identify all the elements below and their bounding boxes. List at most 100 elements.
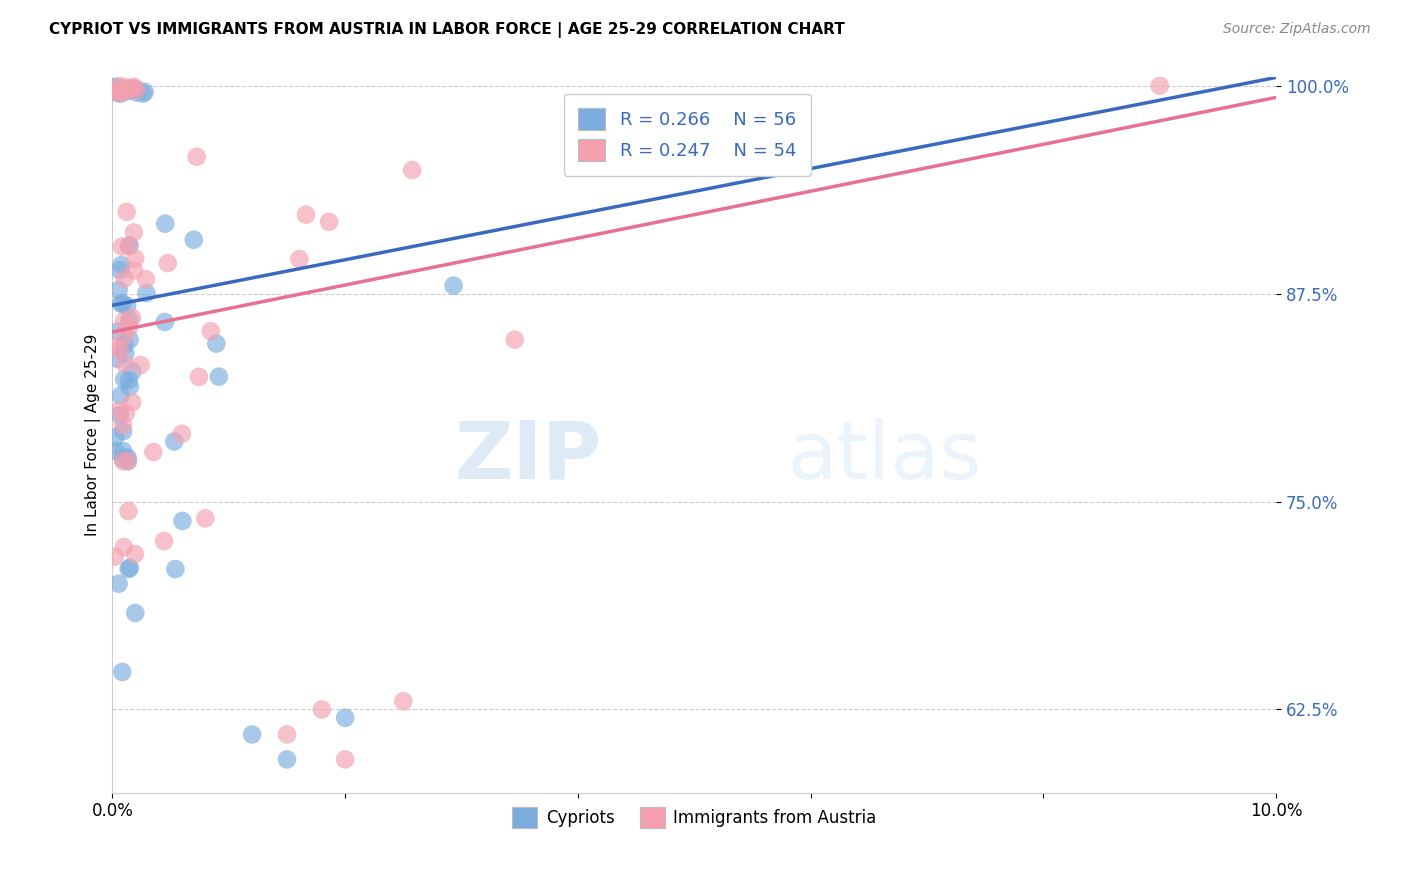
Point <box>115 406 138 420</box>
Point <box>172 514 194 528</box>
Point <box>118 380 141 394</box>
Point <box>111 443 134 458</box>
Point <box>112 86 135 100</box>
Point <box>111 665 134 679</box>
Point <box>117 84 139 98</box>
Point <box>170 426 193 441</box>
Point <box>118 333 141 347</box>
Point <box>142 445 165 459</box>
Text: atlas: atlas <box>787 417 981 495</box>
Point <box>108 408 131 422</box>
Point <box>118 313 141 327</box>
Point <box>155 217 177 231</box>
Point <box>104 430 127 444</box>
Point <box>503 333 526 347</box>
Point <box>108 263 131 277</box>
Point <box>114 347 136 361</box>
Point <box>110 388 132 402</box>
Point <box>105 79 128 94</box>
Text: Source: ZipAtlas.com: Source: ZipAtlas.com <box>1223 22 1371 37</box>
Point <box>129 358 152 372</box>
Point <box>276 752 298 766</box>
Point <box>318 215 340 229</box>
Point <box>117 454 139 468</box>
Point <box>108 343 131 357</box>
Point <box>107 84 129 98</box>
Point <box>125 84 148 98</box>
Point <box>124 547 146 561</box>
Point <box>163 434 186 449</box>
Point <box>165 562 187 576</box>
Point <box>105 84 128 98</box>
Point <box>114 329 136 343</box>
Point <box>194 511 217 525</box>
Point <box>104 443 127 458</box>
Point <box>112 424 135 438</box>
Point <box>121 81 143 95</box>
Point <box>121 365 143 379</box>
Point <box>124 82 146 96</box>
Point <box>114 271 136 285</box>
Point <box>107 283 129 297</box>
Point <box>124 252 146 266</box>
Point <box>295 208 318 222</box>
Point <box>117 450 139 465</box>
Point <box>288 252 311 266</box>
Point <box>118 562 141 576</box>
Point <box>121 395 143 409</box>
Point <box>107 576 129 591</box>
Point <box>125 86 148 100</box>
Point <box>115 205 138 219</box>
Point <box>118 82 141 96</box>
Legend: Cypriots, Immigrants from Austria: Cypriots, Immigrants from Austria <box>506 801 883 834</box>
Point <box>107 325 129 339</box>
Point <box>132 87 155 101</box>
Point <box>392 694 415 708</box>
Point <box>135 272 157 286</box>
Point <box>118 560 141 574</box>
Text: CYPRIOT VS IMMIGRANTS FROM AUSTRIA IN LABOR FORCE | AGE 25-29 CORRELATION CHART: CYPRIOT VS IMMIGRANTS FROM AUSTRIA IN LA… <box>49 22 845 38</box>
Point <box>118 320 141 334</box>
Point <box>205 336 228 351</box>
Point <box>112 372 135 386</box>
Point <box>108 79 131 94</box>
Point <box>107 351 129 366</box>
Point <box>115 299 138 313</box>
Point <box>122 225 145 239</box>
Point <box>187 369 209 384</box>
Point <box>114 356 136 370</box>
Point <box>156 256 179 270</box>
Point <box>333 711 356 725</box>
Point <box>200 324 222 338</box>
Point <box>124 606 146 620</box>
Point <box>121 310 143 325</box>
Point <box>112 454 135 468</box>
Y-axis label: In Labor Force | Age 25-29: In Labor Force | Age 25-29 <box>86 334 101 536</box>
Point <box>118 238 141 252</box>
Point <box>276 727 298 741</box>
Point <box>153 315 176 329</box>
Point <box>110 85 132 99</box>
Point <box>108 83 131 97</box>
Point <box>105 86 128 100</box>
Point <box>122 263 145 277</box>
Text: ZIP: ZIP <box>454 417 602 495</box>
Point <box>111 418 134 433</box>
Point <box>401 163 423 178</box>
Point <box>108 403 131 417</box>
Point <box>208 369 231 384</box>
Point <box>127 83 149 97</box>
Point <box>112 452 135 467</box>
Point <box>104 549 127 564</box>
Point <box>183 233 205 247</box>
Point <box>122 79 145 94</box>
Point <box>117 504 139 518</box>
Point <box>112 540 135 554</box>
Point <box>153 534 176 549</box>
Point <box>186 150 208 164</box>
Point <box>114 338 136 352</box>
Point <box>110 87 132 101</box>
Point <box>111 240 134 254</box>
Point <box>110 297 132 311</box>
Point <box>443 278 465 293</box>
